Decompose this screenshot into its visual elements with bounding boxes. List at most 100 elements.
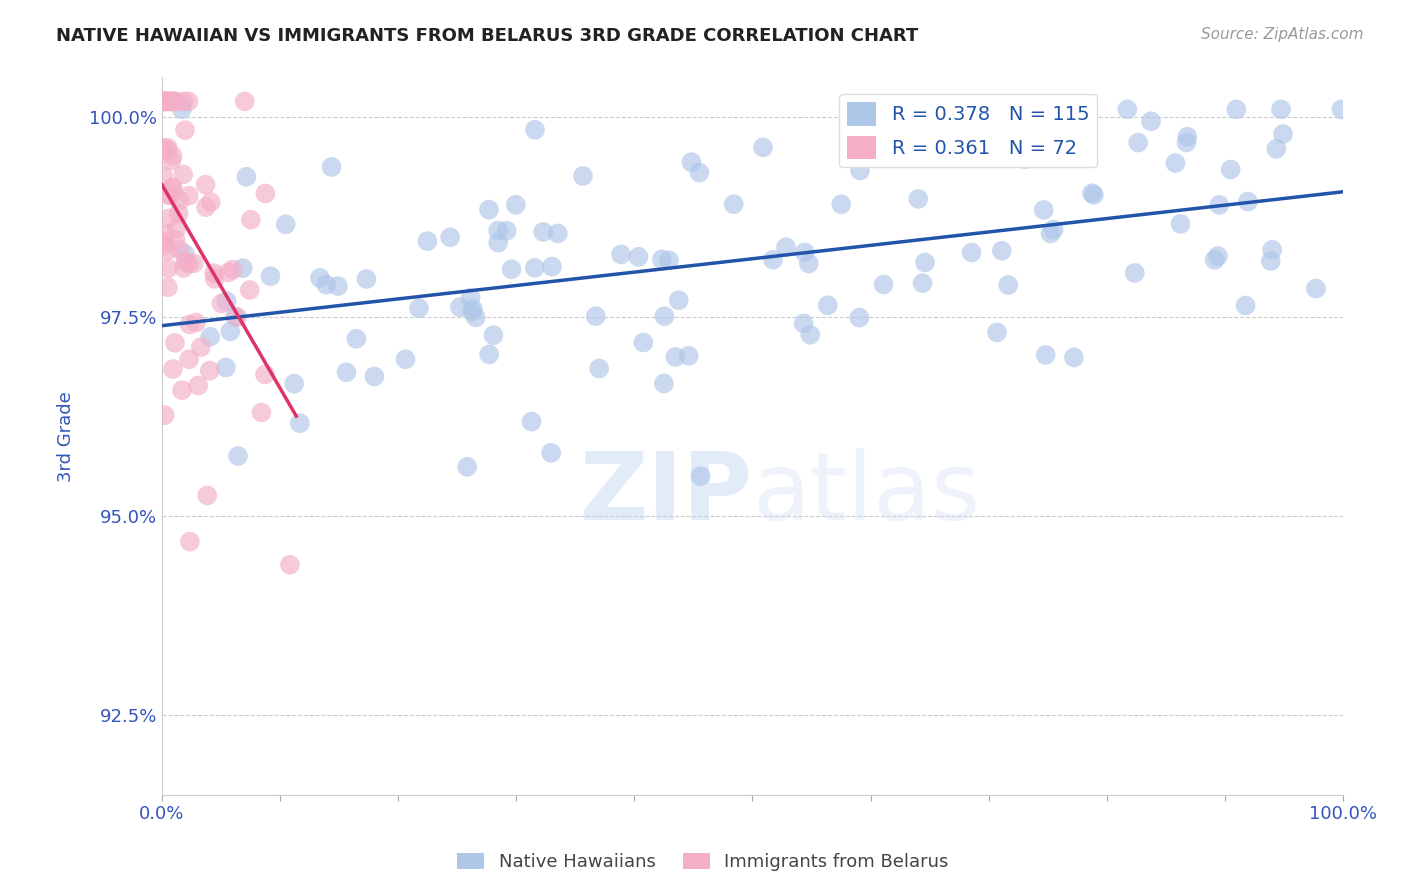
Point — [169, 194, 191, 208]
Point — [1035, 348, 1057, 362]
Point — [239, 283, 262, 297]
Point — [155, 227, 177, 242]
Point — [1140, 114, 1163, 128]
Point — [239, 212, 262, 227]
Point — [486, 235, 509, 250]
Point — [184, 316, 207, 330]
Point — [752, 140, 775, 154]
Point — [668, 293, 690, 308]
Point — [153, 408, 176, 422]
Point — [200, 330, 222, 344]
Point — [501, 262, 523, 277]
Point — [233, 95, 256, 109]
Point — [162, 180, 184, 194]
Point — [1077, 120, 1099, 135]
Point — [278, 558, 301, 572]
Point — [174, 123, 197, 137]
Point — [848, 310, 870, 325]
Point — [226, 449, 249, 463]
Point — [219, 324, 242, 338]
Point — [235, 169, 257, 184]
Point — [478, 202, 501, 217]
Point — [547, 227, 569, 241]
Point — [658, 253, 681, 268]
Point — [651, 252, 673, 267]
Point — [1081, 186, 1104, 201]
Legend: R = 0.378   N = 115, R = 0.361   N = 72: R = 0.378 N = 115, R = 0.361 N = 72 — [839, 95, 1097, 167]
Point — [224, 310, 246, 324]
Point — [461, 304, 484, 318]
Point — [541, 260, 564, 274]
Point — [167, 242, 190, 256]
Point — [190, 340, 212, 354]
Point — [907, 192, 929, 206]
Point — [174, 254, 197, 268]
Point — [157, 211, 180, 226]
Point — [177, 188, 200, 202]
Point — [1272, 127, 1295, 141]
Point — [274, 218, 297, 232]
Point — [157, 95, 180, 109]
Y-axis label: 3rd Grade: 3rd Grade — [58, 391, 75, 482]
Point — [1083, 187, 1105, 202]
Point — [775, 240, 797, 254]
Point — [321, 160, 343, 174]
Point — [335, 365, 357, 379]
Point — [156, 143, 179, 157]
Point — [162, 149, 184, 163]
Point — [165, 233, 187, 247]
Point — [793, 245, 815, 260]
Point — [288, 416, 311, 430]
Point — [160, 95, 183, 109]
Point — [911, 276, 934, 290]
Point — [187, 378, 209, 392]
Point — [1237, 194, 1260, 209]
Point — [160, 181, 183, 195]
Point — [588, 361, 610, 376]
Point — [478, 347, 501, 361]
Point — [1014, 153, 1036, 167]
Point — [678, 349, 700, 363]
Point — [153, 95, 176, 109]
Point — [326, 279, 349, 293]
Point — [689, 469, 711, 483]
Point — [830, 197, 852, 211]
Point — [152, 141, 174, 155]
Point — [170, 103, 193, 117]
Point — [986, 326, 1008, 340]
Point — [283, 376, 305, 391]
Point — [195, 488, 218, 502]
Point — [1208, 198, 1230, 212]
Point — [652, 376, 675, 391]
Text: ZIP: ZIP — [579, 448, 752, 540]
Point — [259, 269, 281, 284]
Point — [183, 256, 205, 270]
Point — [156, 141, 179, 155]
Point — [159, 188, 181, 202]
Point — [1330, 103, 1353, 117]
Point — [254, 186, 277, 201]
Point — [1265, 142, 1288, 156]
Point — [162, 95, 184, 109]
Point — [1039, 227, 1062, 241]
Point — [217, 265, 239, 279]
Point — [152, 95, 174, 109]
Point — [1234, 298, 1257, 312]
Point — [610, 247, 633, 261]
Point — [309, 271, 332, 285]
Point — [505, 198, 527, 212]
Point — [152, 169, 174, 184]
Point — [172, 167, 194, 181]
Point — [179, 534, 201, 549]
Point — [960, 245, 983, 260]
Point — [633, 335, 655, 350]
Point — [160, 153, 183, 168]
Text: Source: ZipAtlas.com: Source: ZipAtlas.com — [1201, 27, 1364, 42]
Point — [177, 352, 200, 367]
Point — [495, 224, 517, 238]
Point — [356, 272, 378, 286]
Point — [664, 350, 686, 364]
Point — [177, 95, 200, 109]
Point — [250, 405, 273, 419]
Point — [209, 296, 232, 310]
